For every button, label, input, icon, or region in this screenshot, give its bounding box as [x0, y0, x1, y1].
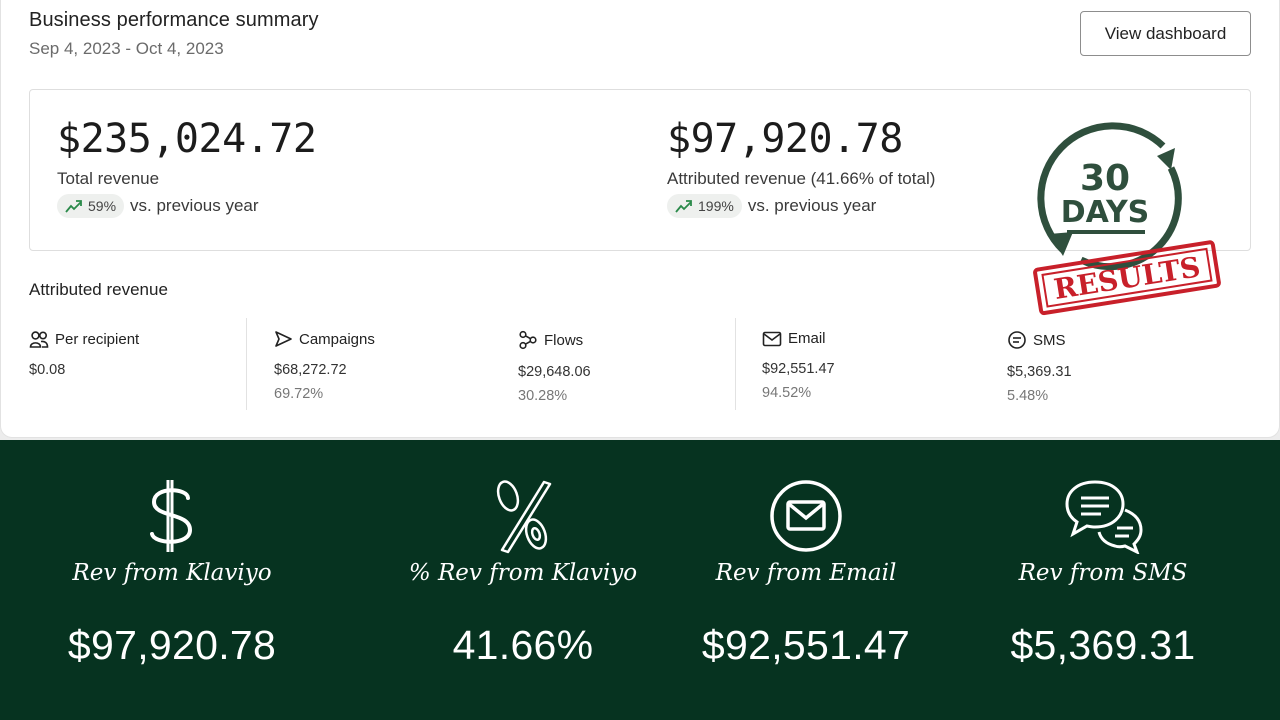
column-campaigns: Campaigns $68,272.72 69.72% — [274, 318, 494, 410]
svg-text:30: 30 — [1080, 158, 1130, 199]
column-per-recipient: Per recipient $0.08 — [29, 318, 246, 410]
divider — [246, 318, 247, 410]
chat-icon — [1065, 480, 1143, 554]
view-dashboard-button[interactable]: View dashboard — [1080, 11, 1251, 56]
total-revenue-amount: $235,024.72 — [57, 116, 317, 162]
column-value: $0.08 — [29, 362, 66, 378]
performance-summary-card: Business performance summary Sep 4, 2023… — [0, 0, 1280, 438]
stat-label: Rev from Email — [715, 560, 897, 586]
trend-badge: 199% — [667, 194, 742, 218]
attributed-revenue-label: Attributed revenue (41.66% of total) — [667, 169, 936, 188]
mail-icon — [762, 331, 782, 346]
envelope-icon — [770, 480, 842, 552]
attributed-revenue-breakdown: Per recipient $0.08 Campaigns $68,272.72… — [29, 318, 1251, 413]
trend-percent: 59% — [88, 198, 117, 214]
column-percent: 94.52% — [762, 385, 812, 401]
column-label: Flows — [544, 331, 584, 349]
attributed-revenue-trend: 199% vs. previous year — [667, 194, 935, 218]
column-label: Per recipient — [55, 330, 140, 348]
column-email: Email $92,551.47 94.52% — [762, 318, 982, 410]
column-sms: SMS $5,369.31 5.48% — [1007, 318, 1227, 410]
column-percent: 5.48% — [1007, 388, 1049, 404]
attributed-revenue-amount: $97,920.78 — [667, 116, 903, 162]
stat-value: $5,369.31 — [1010, 622, 1196, 668]
date-range: Sep 4, 2023 - Oct 4, 2023 — [29, 39, 224, 58]
column-value: $5,369.31 — [1007, 364, 1072, 380]
trend-badge: 59% — [57, 194, 125, 218]
column-label: SMS — [1033, 331, 1066, 349]
column-percent: 30.28% — [518, 388, 568, 404]
percent-icon — [496, 480, 552, 554]
results-banner: Rev from Klaviyo $97,920.78 % Rev from K… — [0, 440, 1280, 720]
users-icon — [29, 331, 49, 348]
svg-text:DAYS: DAYS — [1061, 195, 1150, 230]
column-value: $29,648.06 — [518, 364, 591, 380]
stat-value: 41.66% — [452, 622, 594, 668]
30-days-results-stamp: 30 DAYS RESULTS — [1033, 122, 1221, 316]
trend-up-icon — [675, 200, 692, 213]
total-revenue-trend: 59% vs. previous year — [57, 194, 316, 218]
stat-label: Rev from SMS — [1018, 560, 1188, 586]
page-title: Business performance summary — [29, 9, 319, 31]
column-value: $92,551.47 — [762, 361, 835, 377]
attributed-revenue-title: Attributed revenue — [29, 280, 168, 299]
trend-percent: 199% — [698, 198, 734, 214]
dollar-icon — [150, 480, 193, 552]
total-revenue-label: Total revenue — [57, 169, 160, 188]
trend-suffix: vs. previous year — [747, 196, 877, 215]
trend-suffix: vs. previous year — [130, 196, 259, 215]
column-label: Email — [788, 330, 826, 347]
stat-label: % Rev from Klaviyo — [408, 560, 638, 586]
column-value: $68,272.72 — [274, 362, 347, 378]
total-revenue-metric: $235,024.72 Total revenue 59% vs. previo… — [57, 116, 317, 218]
revenue-summary-box: $235,024.72 Total revenue 59% vs. previo… — [29, 89, 1251, 251]
attributed-revenue-metric: $97,920.78 Attributed revenue (41.66% of… — [667, 116, 935, 218]
column-flows: Flows $29,648.06 30.28% — [518, 318, 733, 410]
divider — [735, 318, 736, 410]
flow-icon — [519, 330, 537, 350]
stat-value: $92,551.47 — [701, 622, 911, 668]
sms-icon — [1008, 331, 1026, 349]
stat-value: $97,920.78 — [67, 622, 277, 668]
send-icon — [275, 331, 292, 347]
trend-up-icon — [65, 200, 82, 213]
svg-text:RESULTS: RESULTS — [1052, 250, 1203, 306]
column-percent: 69.72% — [274, 386, 324, 402]
stat-label: Rev from Klaviyo — [72, 560, 272, 586]
column-label: Campaigns — [299, 330, 375, 348]
